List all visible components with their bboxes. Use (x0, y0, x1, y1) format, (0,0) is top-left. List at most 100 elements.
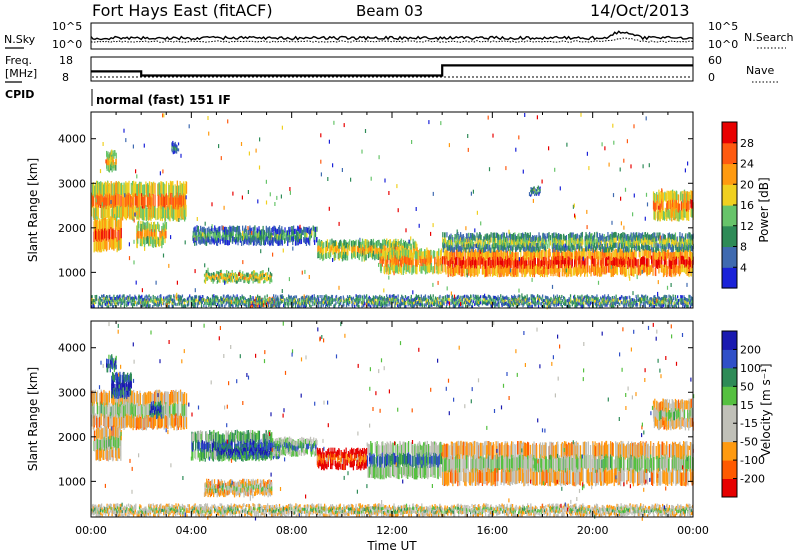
echo-cell (211, 236, 213, 242)
echo-cell (263, 274, 266, 278)
echo-cell (153, 221, 156, 230)
echo-cell (406, 243, 408, 250)
echo-cell (226, 232, 228, 238)
echo-cell (242, 230, 244, 236)
echo-cell (224, 226, 226, 232)
echo-cell (414, 251, 417, 259)
echo-cell (681, 243, 683, 249)
echo-cell (92, 194, 95, 206)
echo-cell (144, 194, 146, 207)
echo-cell (321, 247, 324, 254)
echo-cell (252, 227, 254, 233)
echo-cell (178, 207, 180, 219)
echo-cell (206, 274, 208, 278)
echo-cell (390, 243, 392, 250)
echo-cell (676, 241, 678, 247)
echo-cell (100, 182, 102, 195)
echo-cell (130, 182, 132, 195)
echo-cell (408, 258, 410, 266)
echo-cell (456, 256, 458, 266)
echo-cell (442, 232, 444, 238)
echo-cell (530, 236, 532, 242)
echo-cell (532, 251, 534, 260)
echo-cell (209, 273, 211, 277)
echo-cell (266, 275, 268, 279)
echo-band (136, 220, 168, 249)
echo-cell (299, 228, 301, 234)
echo-cell (164, 221, 166, 229)
echo-cell (291, 236, 293, 242)
echo-cell (268, 226, 271, 232)
echo-cell (155, 239, 158, 248)
echo-cell (112, 159, 115, 166)
echo-cell (559, 259, 562, 268)
echo-cell (143, 208, 146, 221)
cpid-value: normal (fast) 151 IF (96, 93, 231, 107)
echo-cell (657, 194, 659, 204)
echo-cell (286, 235, 288, 241)
echo-cell (212, 238, 214, 244)
echo-cell (165, 222, 168, 230)
echo-cell (138, 193, 141, 206)
echo-cell (268, 274, 271, 278)
echo-cell (254, 276, 256, 280)
echo-cell (195, 302, 197, 306)
echo-cell (97, 195, 100, 208)
echo-cell (580, 267, 582, 276)
echo-cell (369, 251, 371, 258)
echo-cell (421, 266, 423, 274)
echo-cell (206, 233, 209, 239)
echo-cell (308, 229, 310, 235)
echo-cell (515, 250, 517, 259)
echo-cell (535, 249, 537, 258)
echo-cell (185, 204, 187, 217)
echo-cell (661, 264, 663, 273)
echo-cell (152, 294, 154, 298)
echo-cell (159, 197, 162, 209)
echo-cell (537, 185, 539, 188)
echo-cell (441, 263, 443, 272)
echo-cell (150, 221, 152, 230)
echo-cell (561, 268, 563, 277)
echo-cell (253, 270, 256, 274)
noise-panel: N.Sky 10^5 10^0 10^5 10^0 N.Search (4, 20, 794, 51)
echo-cell (280, 228, 282, 234)
echo-cell (136, 297, 138, 301)
echo-cell (260, 230, 262, 236)
echo-cell (339, 252, 341, 259)
echo-cell (312, 225, 314, 231)
echo-cell (524, 246, 526, 252)
echo-cell (664, 264, 666, 273)
echo-cell (212, 277, 214, 281)
echo-cell (242, 274, 244, 278)
echo-cell (164, 209, 167, 222)
echo-cell (340, 239, 342, 246)
echo-cell (446, 256, 448, 265)
echo-cell (252, 230, 255, 236)
echo-cell (501, 265, 503, 274)
echo-cell (365, 245, 367, 251)
echo-cell (297, 236, 299, 242)
echo-cell (345, 241, 347, 248)
echo-cell (391, 247, 393, 255)
echo-cell (323, 248, 325, 254)
echo-cell (532, 268, 534, 278)
echo-cell (548, 260, 550, 269)
echo-cell (392, 250, 394, 258)
echo-cell (489, 248, 491, 258)
echo-cell (131, 302, 133, 306)
echo-cell (148, 294, 150, 298)
echo-cell (252, 274, 254, 278)
echo-cell (691, 208, 693, 218)
echo-cell (181, 183, 184, 196)
echo-cell (501, 252, 503, 261)
echo-cell (184, 185, 186, 198)
echo-cell (514, 252, 516, 261)
echo-cell (677, 194, 680, 204)
echo-cell (314, 232, 317, 238)
echo-cell (451, 256, 453, 266)
echo-cell (262, 270, 264, 274)
echo-cell (232, 273, 234, 277)
echo-cell (124, 207, 126, 219)
echo-cell (388, 267, 390, 275)
